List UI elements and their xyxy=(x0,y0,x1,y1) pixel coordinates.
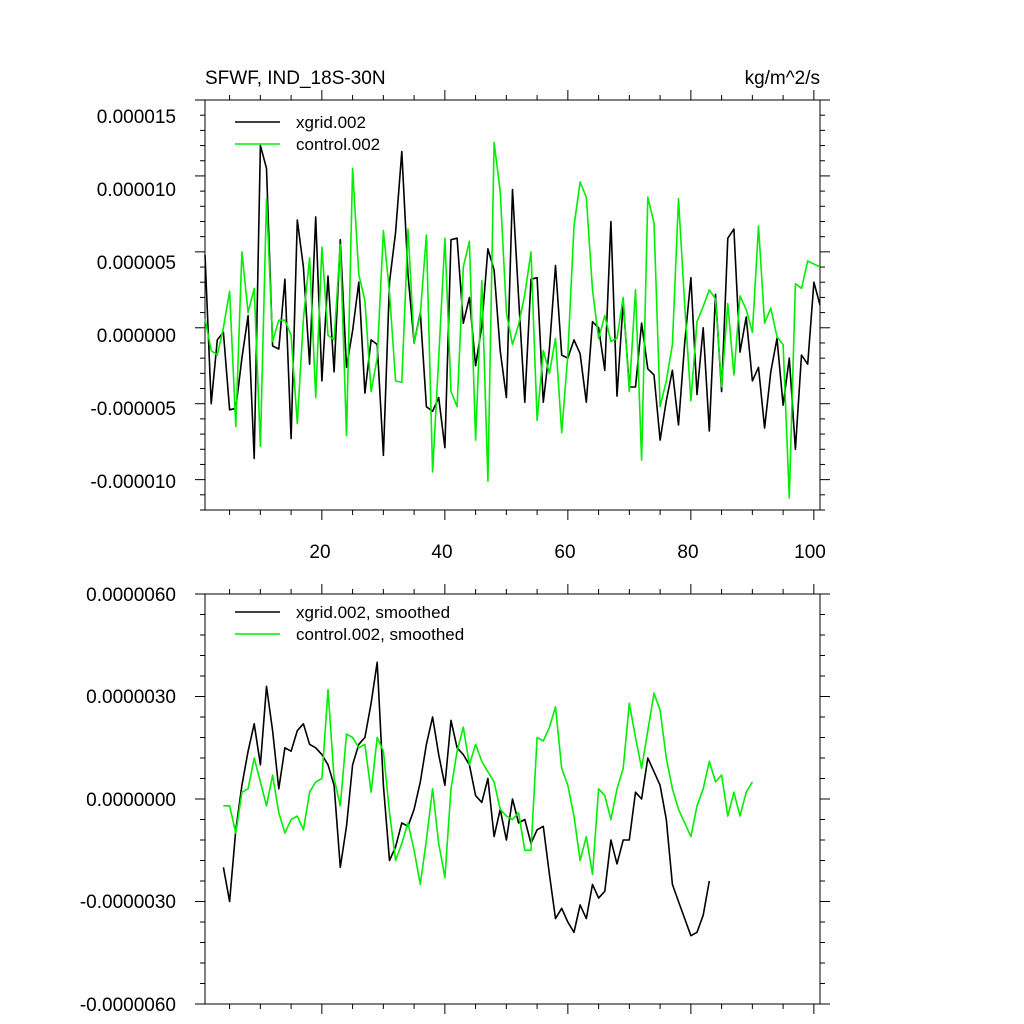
y-tick-label: -0.0000030 xyxy=(80,892,176,913)
series-line-control-002 xyxy=(204,141,821,499)
y-tick-label: 0.000010 xyxy=(97,180,176,201)
bottom-panel: 0.0000060 0.0000030 0.0000000 -0.0000030… xyxy=(80,584,830,1016)
y-tick-label: 0.000015 xyxy=(97,107,176,128)
legend-label-control: control.002 xyxy=(296,135,380,154)
legend: xgrid.002 control.002 xyxy=(235,113,380,154)
legend-label-control-smoothed: control.002, smoothed xyxy=(296,625,464,644)
series-line-xgrid-002-smoothed xyxy=(222,661,711,937)
y-tick-labels: 0.0000060 0.0000030 0.0000000 -0.0000030… xyxy=(80,585,176,1016)
legend-label-xgrid: xgrid.002 xyxy=(296,113,366,132)
x-tick-label: 40 xyxy=(431,542,452,563)
y-tick-label: 0.0000030 xyxy=(86,687,176,708)
x-tick-labels: 20 40 60 80 100 xyxy=(309,542,825,563)
top-panel: SFWF, IND_18S-30N kg/m^2/s 0.000015 0.00… xyxy=(90,68,830,563)
chart-title: SFWF, IND_18S-30N xyxy=(205,68,386,89)
legend: xgrid.002, smoothed control.002, smoothe… xyxy=(235,603,464,644)
chart-units: kg/m^2/s xyxy=(745,68,820,89)
y-tick-label: -0.0000060 xyxy=(80,995,176,1016)
x-tick-label: 20 xyxy=(309,542,330,563)
legend-label-xgrid-smoothed: xgrid.002, smoothed xyxy=(296,603,450,622)
y-tick-label: 0.0000000 xyxy=(86,790,176,811)
x-tick-label: 80 xyxy=(677,542,698,563)
x-tick-label: 100 xyxy=(794,542,826,563)
y-tick-label: -0.000010 xyxy=(90,472,176,493)
y-tick-labels: 0.000015 0.000010 0.000005 0.000000 -0.0… xyxy=(90,107,176,493)
series-line-control-002-smoothed xyxy=(223,688,754,886)
y-tick-label: -0.000005 xyxy=(90,399,176,420)
y-tick-label: 0.000005 xyxy=(97,253,176,274)
y-tick-label: 0.000000 xyxy=(97,326,176,347)
y-tick-label: 0.0000060 xyxy=(86,585,176,606)
x-tick-label: 60 xyxy=(554,542,575,563)
